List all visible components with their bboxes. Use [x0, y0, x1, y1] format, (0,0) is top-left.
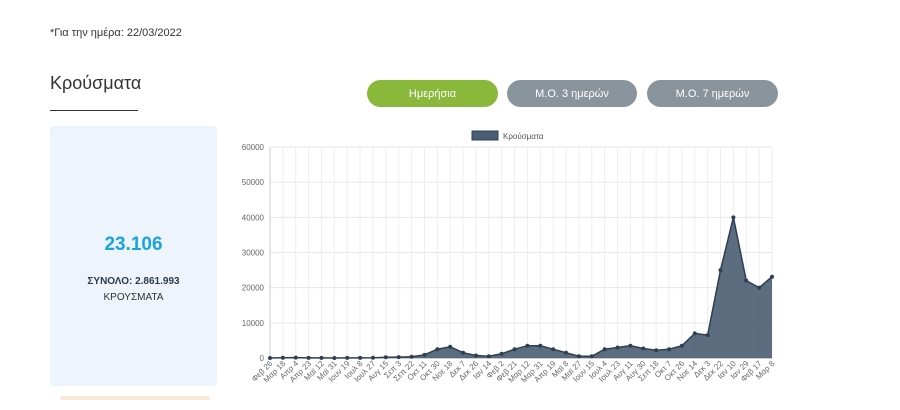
data-point [448, 344, 453, 349]
data-point [473, 353, 478, 358]
tab-daily-label: Ημερήσια [408, 87, 457, 100]
legend-label: Κρούσματα [503, 132, 544, 141]
data-point [705, 333, 710, 338]
section-title: Κρούσματα [50, 73, 142, 93]
data-point [396, 355, 401, 360]
data-point [383, 355, 388, 360]
total-cases-line: ΣΥΝΟΛΟ: 2.861.993 [87, 276, 180, 287]
data-point [499, 351, 504, 356]
data-point [770, 274, 774, 279]
data-point [409, 354, 414, 359]
section-title-underline [50, 110, 138, 111]
legend-swatch [471, 130, 499, 141]
data-point [679, 343, 684, 348]
data-point [512, 347, 517, 352]
data-point [293, 355, 298, 360]
y-tick-label: 50000 [242, 178, 265, 187]
tab-3-day-average[interactable]: Μ.Ο. 3 ημερών [507, 80, 637, 107]
data-point [486, 354, 491, 359]
data-point [332, 355, 337, 360]
tab-daily[interactable]: Ημερήσια [367, 80, 498, 107]
data-point [564, 350, 569, 355]
y-tick-label: 0 [260, 354, 265, 363]
data-point [280, 355, 285, 360]
data-point [345, 355, 350, 360]
y-tick-label: 20000 [242, 284, 265, 293]
tab-7-day-average-label: Μ.Ο. 7 ημερών [675, 87, 750, 100]
data-point [358, 355, 363, 360]
y-tick-label: 10000 [242, 319, 265, 328]
y-tick-label: 60000 [242, 143, 265, 152]
data-point [757, 285, 762, 290]
date-note: *Για την ημέρα: 22/03/2022 [50, 27, 182, 39]
series-area [270, 217, 772, 358]
data-point [744, 278, 749, 283]
data-point [654, 348, 659, 353]
stats-card: 23.106 ΣΥΝΟΛΟ: 2.861.993 ΚΡΟΥΣΜΑΤΑ [50, 126, 217, 386]
data-point [641, 346, 646, 351]
tab-3-day-average-label: Μ.Ο. 3 ημερών [535, 87, 609, 100]
data-point [615, 345, 620, 350]
data-point [731, 215, 736, 220]
data-point [319, 355, 324, 360]
data-point [589, 354, 594, 359]
data-point [306, 355, 311, 360]
cases-unit-label: ΚΡΟΥΣΜΑΤΑ [103, 292, 164, 303]
data-point [268, 356, 272, 360]
today-cases-value: 23.106 [104, 234, 163, 255]
tab-7-day-average[interactable]: Μ.Ο. 7 ημερών [647, 80, 778, 107]
series-line [269, 217, 773, 359]
data-point [435, 347, 440, 352]
data-point [718, 268, 723, 273]
data-point [602, 347, 607, 352]
data-point [525, 343, 530, 348]
data-point [461, 350, 466, 355]
y-tick-label: 30000 [242, 249, 265, 258]
data-point [628, 343, 633, 348]
data-point [692, 331, 697, 336]
data-point [370, 355, 375, 360]
data-point [576, 354, 581, 359]
y-tick-label: 40000 [242, 213, 265, 222]
data-point [667, 347, 672, 352]
data-point [538, 343, 543, 348]
card-accent-strip [60, 396, 210, 400]
data-point [551, 347, 556, 352]
data-point [422, 352, 427, 357]
